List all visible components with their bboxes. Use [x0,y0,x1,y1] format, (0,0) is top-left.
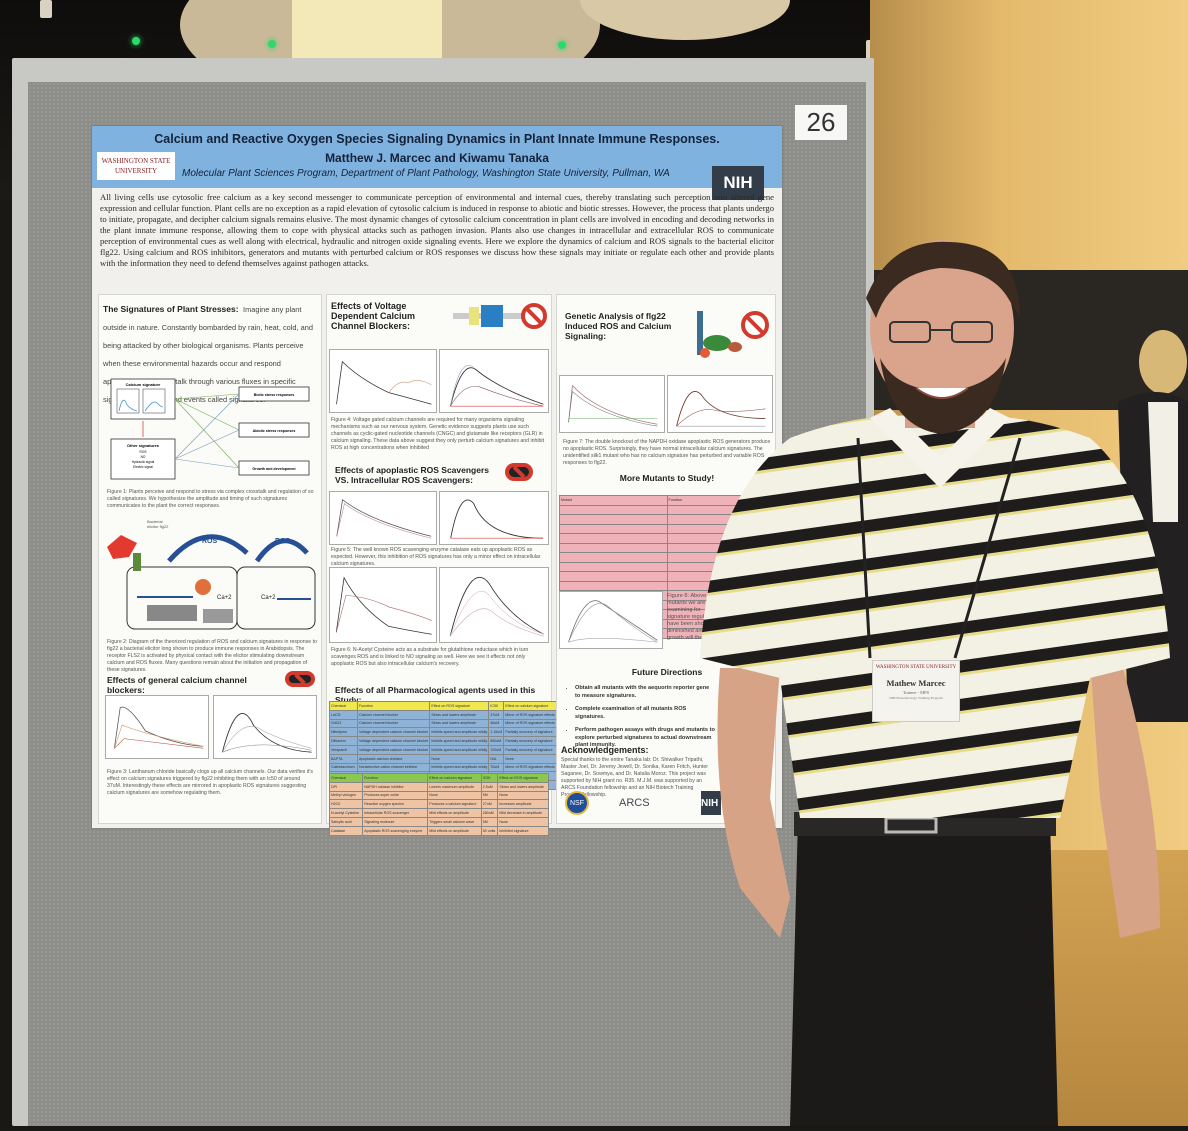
table-row: H2O2 Reactive oxygen species Produces a ca… [328,799,549,810]
nsf-logo: NSF [565,791,589,815]
figure-7-caption: Figure 7: The double knockout of the NAP… [563,439,771,466]
table-header-row: Chemical Function Effect on ROS signature I… [329,701,557,711]
svg-text:Abiotic stress responses: Abiotic stress responses [253,429,296,433]
figure-8-ros-chart [559,591,663,649]
poster-column-2: Effects of Voltage Dependent Calcium Cha… [326,294,557,836]
name-badge: WASHINGTON STATE UNIVERSITY Mathew Marce… [872,660,960,722]
figure-5-ros-chart [439,491,549,545]
table-header-row: Chemical Function Effect on calcium signat… [328,773,549,783]
svg-text:Ca+2: Ca+2 [217,595,232,601]
figure-1-caption: Figure 1: Plants perceive and respond to… [107,489,314,509]
green-light-icon [268,40,276,48]
table-row: Verapamil Voltage dependent calcium chann… [329,744,557,755]
poster-column-1: The Signatures of Plant Stresses: Imagin… [98,294,322,824]
figure-6-calcium-chart [329,567,437,643]
table-row: BAPTA Apoplastic calcium chelator None N/A N… [329,753,557,764]
table-row: LaCl3 Calcium channel blocker Slows and lo… [329,709,557,720]
researcher-person [690,238,1188,1126]
table-row: GdCl3 Calcium channel blocker Slows and lo… [329,718,557,729]
research-poster: Calcium and Reactive Oxygen Species Sign… [92,126,782,836]
poster-header: Calcium and Reactive Oxygen Species Sign… [92,126,782,200]
table-row: Salicylic acid Signaling molecule Triggers… [328,816,549,827]
figure-3-ros-chart [213,695,317,759]
figure-7-ros-chart [667,375,773,433]
svg-text:Biotic stress responses: Biotic stress responses [254,393,295,397]
section-heading: Effects of all Pharmacological agents us… [335,685,536,705]
figure-6-ros-chart [439,567,549,643]
poster-authors: Matthew J. Marcec and Kiwamu Tanaka [325,151,549,165]
svg-text:Calcium signature: Calcium signature [126,382,161,387]
prohibited-icon [521,303,547,329]
channel-diagram [453,299,523,337]
section-text: Imagine any plant outside in nature. Con… [103,305,313,404]
table-row: Calmidazolium Nonselective cation channel… [329,762,557,773]
figure-3-calcium-chart [105,695,209,759]
svg-text:Growth and development: Growth and development [252,467,296,471]
section-heading: The Signatures of Plant Stresses: [103,304,239,314]
badge-name: Mathew Marcec [886,678,946,688]
svg-text:NO: NO [141,455,146,459]
svg-text:ROS: ROS [275,538,291,545]
wsu-logo: WASHINGTON STATE UNIVERSITY [97,152,175,180]
svg-text:ROS: ROS [202,538,218,545]
figure-2-diagram: ROS ROS Ca+2 Ca+2 Bacterial elicitor flg… [107,517,319,635]
figure-4-calcium-chart [329,349,437,413]
figure-1-diagram: Calcium signature Other signatures ROS N… [107,377,315,485]
arcs-logo: ARCS [619,797,650,809]
badge-university: WASHINGTON STATE UNIVERSITY [875,665,957,670]
table-row: Diltiazem Voltage dependent calcium chann… [329,736,557,746]
pathway-diagram [675,301,745,365]
section-heading: Acknowledgements: [561,745,649,755]
poster-title: Calcium and Reactive Oxygen Species Sign… [154,132,720,146]
table-row: N-acetyl Cysteine Intracellular ROS scave… [328,808,549,818]
ros-blocked-icon [505,463,533,481]
nih-logo: NIH [712,166,764,200]
svg-text:Hydraulic signal: Hydraulic signal [132,460,155,464]
svg-text:ROS: ROS [140,450,147,454]
nih-logo: NIH [701,791,721,815]
figure-6-caption: Figure 6: N-Acetyl Cysteine acts as a su… [331,647,529,667]
section-heading: Effects of Voltage Dependent Calcium Cha… [331,301,416,331]
svg-text:Ca+2: Ca+2 [261,595,276,601]
svg-text:Other signatures: Other signatures [127,443,160,448]
figure-5-calcium-chart [329,491,437,545]
svg-text:Bacterial: Bacterial [147,519,163,524]
table-row: DPI NAPDH oxidase inhibitor Lowers maximum… [328,781,549,792]
prohibited-icon [741,311,769,339]
table-row: Catalase Apoplastic ROS scavenging enzyme… [328,825,549,836]
board-number-card: 26 [795,105,847,140]
future-directions-list: Obtain all mutants with the aequorin rep… [575,685,715,750]
figure-2-caption: Figure 2: Diagram of the theorized regul… [107,639,317,673]
poster-affiliation: Molecular Plant Sciences Program, Depart… [182,168,670,179]
section-heading: Future Directions [631,667,703,677]
svg-text:elicitor flg22: elicitor flg22 [147,524,169,529]
figure-4-ros-chart [439,349,549,413]
green-light-icon [132,37,140,45]
ros-agent-table: Chemical Function Effect on calcium signat… [328,773,549,836]
badge-program: NIH Biotechnology Training Program [889,696,943,700]
section-heading: More Mutants to Study! [619,473,715,483]
list-item: Complete examination of all mutants ROS … [575,706,715,721]
table-row: Nifedipine Voltage dependent calcium chan… [329,727,557,738]
section-heading: Genetic Analysis of flg22 Induced ROS an… [565,311,672,341]
figure-3-caption: Figure 3: Lanthanum chloride basically c… [107,769,313,796]
poster-abstract: All living cells use cytosolic free calc… [100,192,774,268]
section-heading: Effects of apoplastic ROS Scavengers VS.… [335,465,489,485]
figure-4-caption: Figure 4: Voltage gated calcium channels… [331,417,545,451]
blocker-icon [285,671,315,687]
table-row: Methyl viologen Produces super oxide None 5… [328,790,549,801]
list-item: Perform pathogen assays with drugs and m… [575,727,715,750]
figure-8-caption: Figure 8: Above the mutants we are exami… [667,593,717,641]
figure-7-calcium-chart [559,375,665,433]
badge-role: Trainee - MPS [902,690,930,695]
section-heading: Effects of general calcium channel block… [107,675,247,695]
pendant-light [40,0,52,18]
figure-5-caption: Figure 5: The well known ROS scavenging … [331,547,541,567]
svg-text:Electric signal: Electric signal [133,465,153,469]
list-item: Obtain all mutants with the aequorin rep… [575,685,715,700]
green-light-icon [558,41,566,49]
